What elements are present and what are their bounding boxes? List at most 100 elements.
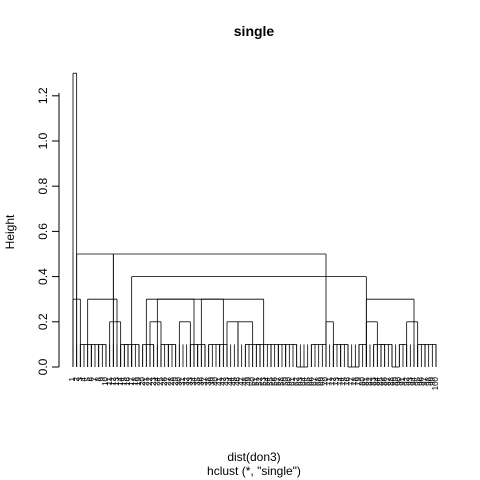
leaf-label: 19 [134,376,143,385]
leaf-label: 60 [284,376,293,385]
leaf-label: 49 [244,376,253,385]
leaf-label: 18 [130,376,139,385]
leaf-label: 28 [167,376,176,385]
leaf-label: 32 [182,376,191,385]
y-tick-label: 0.4 [36,268,50,285]
leaf-label: 76 [343,376,352,385]
leaf-label: 20 [138,376,147,385]
leaf-label: 4 [79,376,88,381]
leaf-label: 27 [163,376,172,385]
leaf-label: 70 [321,376,330,385]
leaf-label: 98 [424,376,433,385]
leaf-label: 23 [149,376,158,385]
leaf-label: 9 [97,376,106,381]
leaf-label: 77 [347,376,356,385]
leaf-label: 53 [259,376,268,385]
y-axis-label: Height [3,214,17,249]
leaf-label: 13 [112,376,121,385]
leaf-label: 38 [204,376,213,385]
leaf-label: 88 [387,376,396,385]
leaf-label: 89 [391,376,400,385]
leaf-label: 96 [416,376,425,385]
y-tick-label: 0.6 [36,223,50,240]
leaf-label: 29 [171,376,180,385]
leaf-label: 63 [295,376,304,385]
leaf-label: 93 [405,376,414,385]
leaf-label: 80 [358,376,367,385]
leaf-label: 59 [281,376,290,385]
leaf-label: 48 [240,376,249,385]
leaf-label: 54 [262,376,271,385]
dendrogram-tree [72,72,437,368]
leaf-label: 97 [420,376,429,385]
leaf-label: 99 [427,376,436,385]
leaf-label: 74 [336,376,345,385]
leaf-label: 46 [233,376,242,385]
leaf-label: 35 [193,376,202,385]
leaf-label: 7 [90,376,99,381]
leaf-label: 33 [185,376,194,385]
leaf-label: 52 [255,376,264,385]
leaf-label: 69 [317,376,326,385]
leaf-label: 3 [75,376,84,381]
leaf-label: 95 [413,376,422,385]
y-tick-label: 0.2 [36,313,50,330]
leaf-label: 50 [248,376,257,385]
leaf-label: 67 [310,376,319,385]
leaf-label: 45 [229,376,238,385]
leaf-label: 90 [394,376,403,385]
leaf-label: 17 [127,376,136,385]
leaf-label: 51 [251,376,260,385]
leaf-label: 47 [237,376,246,385]
leaf-label: 43 [222,376,231,385]
leaf-label: 26 [160,376,169,385]
leaf-label: 31 [178,376,187,385]
leaf-label: 71 [325,376,334,385]
leaf-label: 6 [86,376,95,381]
leaf-label: 81 [361,376,370,385]
leaf-label: 25 [156,376,165,385]
leaf-label: 36 [196,376,205,385]
x-axis-label: dist(don3) [227,450,280,464]
y-axis-ticks: 0.0 0.2 0.4 0.6 0.8 1.0 1.2 [36,87,59,375]
leaf-label: 22 [145,376,154,385]
leaf-label: 75 [339,376,348,385]
leaf-label: 83 [369,376,378,385]
y-tick-label: 1.0 [36,132,50,149]
x-axis-sublabel: hclust (*, "single") [207,464,301,478]
leaf-label: 37 [200,376,209,385]
leaf-label: 44 [226,376,235,385]
leaf-label: 85 [376,376,385,385]
leaf-label: 100 [431,376,440,390]
y-tick-label: 0.0 [36,358,50,375]
leaf-label: 39 [207,376,216,385]
leaf-label: 62 [292,376,301,385]
leaf-label: 94 [409,376,418,385]
leaf-label: 61 [288,376,297,385]
leaf-label: 5 [83,376,92,381]
leaf-label: 87 [383,376,392,385]
leaf-label: 41 [215,376,224,385]
leaf-label: 2 [72,376,81,381]
leaf-label: 1 [68,376,77,381]
leaf-label: 16 [123,376,132,385]
leaf-label: 78 [350,376,359,385]
leaf-label: 8 [94,376,103,381]
leaf-labels: 1234567891011121314151617181920212223242… [68,376,440,390]
y-tick-label: 0.8 [36,178,50,195]
leaf-label: 11 [105,376,114,385]
leaf-label: 73 [332,376,341,385]
leaf-label: 55 [266,376,275,385]
leaf-label: 66 [306,376,315,385]
leaf-label: 68 [314,376,323,385]
leaf-label: 21 [141,376,150,385]
leaf-label: 30 [174,376,183,385]
leaf-label: 86 [380,376,389,385]
leaf-label: 24 [152,376,161,385]
chart-title: single [234,23,275,39]
leaf-label: 65 [303,376,312,385]
leaf-label: 42 [218,376,227,385]
leaf-label: 82 [365,376,374,385]
leaf-label: 79 [354,376,363,385]
